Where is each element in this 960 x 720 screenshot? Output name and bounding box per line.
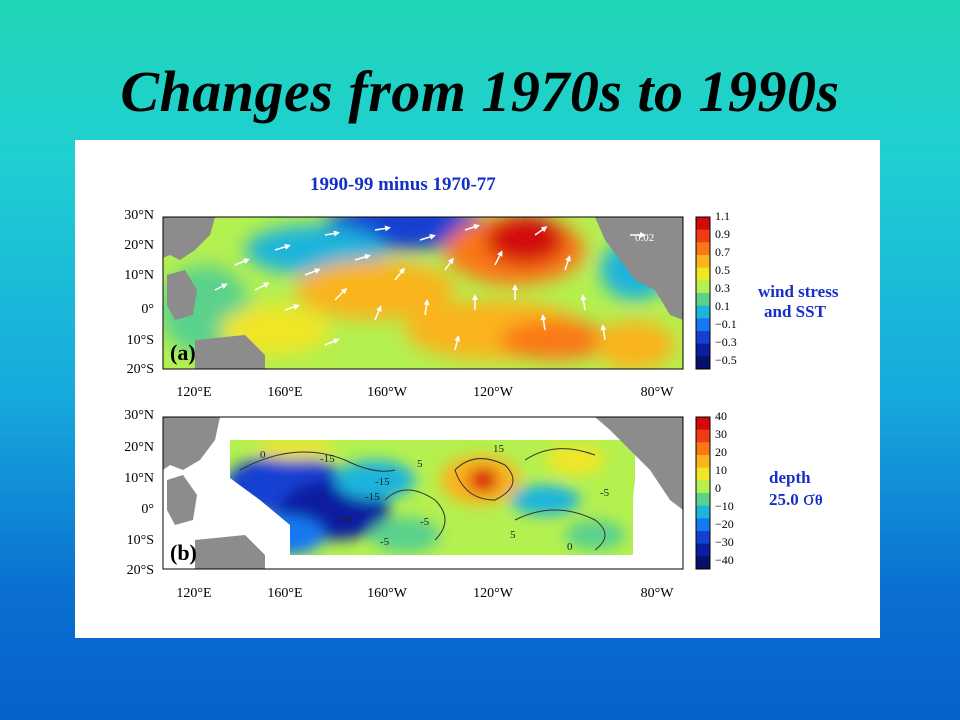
panel-a-map: 0.02 xyxy=(163,217,683,369)
panel-a-label: (a) xyxy=(170,340,196,365)
colorbar-b-tick-label: −40 xyxy=(715,553,734,567)
panel-a-lon-80w: 80°W xyxy=(640,385,674,400)
contour-label: -5 xyxy=(380,536,390,548)
colorbar-b-segment xyxy=(696,455,710,469)
colorbar-b-segment xyxy=(696,518,710,532)
colorbar-a-segment xyxy=(696,217,710,231)
colorbar-a-tick-label: 0.5 xyxy=(715,263,730,277)
slide-title: Changes from 1970s to 1990s xyxy=(120,59,840,124)
panel-b-map: 0 -15 -15 -20 5 15 -5 -5 5 0 -5 -15 xyxy=(163,417,683,569)
colorbar-b-segment xyxy=(696,543,710,557)
sigma-symbol: σ xyxy=(803,485,815,510)
panel-a-lat-10s: 10°S xyxy=(126,333,154,348)
colorbar-b-segment xyxy=(696,480,710,494)
colorbar-a-segment xyxy=(696,343,710,357)
colorbar-a-segment xyxy=(696,305,710,319)
panel-b-lat-10n: 10°N xyxy=(124,471,154,486)
colorbar-a-tick-label: −0.1 xyxy=(715,317,737,331)
contour-label: -5 xyxy=(600,487,610,499)
colorbar-b-segment xyxy=(696,493,710,507)
panel-b-lat-30n: 30°N xyxy=(124,408,154,423)
contour-label: -15 xyxy=(320,453,335,465)
panel-a-lat-0: 0° xyxy=(141,302,154,317)
colorbar-a-tick-label: 1.1 xyxy=(715,209,730,223)
contour-label: 5 xyxy=(417,458,423,470)
panel-a-lon-160e: 160°E xyxy=(267,385,303,400)
panel-b-side-label: depth 25.0 σθ xyxy=(769,468,823,511)
colorbar-a-segment xyxy=(696,242,710,256)
vector-reference-label: 0.02 xyxy=(635,232,654,244)
colorbar-b-tick-label: 40 xyxy=(715,409,727,423)
colorbar-a-tick-label: −0.3 xyxy=(715,335,737,349)
colorbar-b xyxy=(695,416,711,570)
colorbar-a-tick-label: 0.1 xyxy=(715,299,730,313)
panel-b-lon-120e: 120°E xyxy=(176,586,212,601)
colorbar-b-segment xyxy=(696,429,710,443)
panel-b-lat-10s: 10°S xyxy=(126,533,154,548)
panel-b-lon-80w: 80°W xyxy=(640,586,674,601)
colorbar-b-border xyxy=(695,416,711,570)
contour-label: -15 xyxy=(375,476,390,488)
colorbar-b-segment xyxy=(696,505,710,519)
colorbar-b-tick-label: −20 xyxy=(715,517,734,531)
panel-a-lon-120w: 120°W xyxy=(473,385,513,400)
colorbar-b-tick-label: 10 xyxy=(715,463,727,477)
panel-b-lat-0: 0° xyxy=(141,502,154,517)
panel-a-lon-160w: 160°W xyxy=(367,385,407,400)
panel-b-lon-120w: 120°W xyxy=(473,586,513,601)
contour-label: -15 xyxy=(365,491,380,503)
colorbar-b-tick-label: 30 xyxy=(715,427,727,441)
panel-a-lat-20n: 20°N xyxy=(124,238,154,253)
colorbar-b-segment xyxy=(696,556,710,570)
colorbar-a-segment xyxy=(696,356,710,370)
panel-a-side-label-line1: wind stress xyxy=(758,282,839,301)
colorbar-b-segment xyxy=(696,467,710,481)
panel-a-lon-120e: 120°E xyxy=(176,385,212,400)
panel-b-label: (b) xyxy=(170,540,197,565)
colorbar-a-tick-label: −0.5 xyxy=(715,353,737,367)
contour-label: -20 xyxy=(337,513,352,525)
colorbar-b-segment xyxy=(696,531,710,545)
colorbar-a-tick-label: 0.9 xyxy=(715,227,730,241)
colorbar-b-tick-label: 20 xyxy=(715,445,727,459)
contour-label: 0 xyxy=(260,449,266,461)
panel-a-lat-10n: 10°N xyxy=(124,268,154,283)
colorbar-a xyxy=(695,216,711,370)
contour-label: 5 xyxy=(510,529,516,541)
contour-label: -5 xyxy=(420,516,430,528)
colorbar-a-tick-label: 0.3 xyxy=(715,281,730,295)
colorbar-a-segment xyxy=(696,229,710,243)
panel-b-lon-160w: 160°W xyxy=(367,586,407,601)
panel-b-side-label-line2: 25.0 xyxy=(769,490,799,509)
contour-label: 0 xyxy=(567,541,573,553)
panel-a-title: 1990-99 minus 1970-77 xyxy=(310,174,496,195)
panel-a-lat-20s: 20°S xyxy=(126,362,154,377)
sigma-subscript: θ xyxy=(814,493,823,509)
panel-a-lat-30n: 30°N xyxy=(124,208,154,223)
colorbar-b-tick-label: −30 xyxy=(715,535,734,549)
figure-panel: 1990-99 minus 1970-77 30°N 20°N 10°N 0° … xyxy=(75,140,880,638)
colorbar-a-border xyxy=(695,216,711,370)
panel-a-side-label: wind stress and SST xyxy=(758,282,838,322)
colorbar-a-tick-label: 0.7 xyxy=(715,245,730,259)
map-graphic: 0.02 xyxy=(162,216,711,570)
colorbar-b-tick-label: 0 xyxy=(715,481,721,495)
contour-label: 15 xyxy=(493,443,505,455)
colorbar-a-segment xyxy=(696,255,710,269)
colorbar-a-segment xyxy=(696,331,710,345)
colorbar-b-segment xyxy=(696,442,710,456)
panel-b-lon-160e: 160°E xyxy=(267,586,303,601)
panel-a-side-label-line2: and SST xyxy=(764,302,826,321)
colorbar-a-segment xyxy=(696,280,710,294)
colorbar-a-segment xyxy=(696,293,710,307)
colorbar-a-segment xyxy=(696,267,710,281)
colorbar-b-segment xyxy=(696,417,710,431)
panel-b-lat-20n: 20°N xyxy=(124,440,154,455)
panel-b-side-label-line1: depth xyxy=(769,468,811,487)
colorbar-b-tick-label: −10 xyxy=(715,499,734,513)
panel-b-lat-20s: 20°S xyxy=(126,563,154,578)
colorbar-a-segment xyxy=(696,318,710,332)
